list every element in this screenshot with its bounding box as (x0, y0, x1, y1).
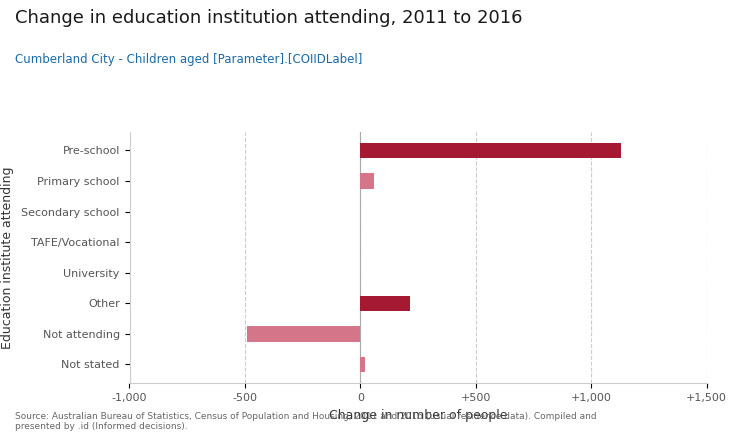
Bar (360, 173, 374, 189)
Text: Cumberland City - Children aged [Parameter].[COIIDLabel]: Cumberland City - Children aged [Paramet… (15, 53, 362, 66)
Text: Source: Australian Bureau of Statistics, Census of Population and Housing, 2011 : Source: Australian Bureau of Statistics,… (15, 412, 596, 431)
Bar (247, 326, 360, 341)
Text: Change in education institution attending, 2011 to 2016: Change in education institution attendin… (15, 9, 522, 27)
Bar (360, 143, 622, 158)
X-axis label: Change in number of people: Change in number of people (329, 410, 508, 422)
Y-axis label: Education institute attending: Education institute attending (1, 166, 15, 348)
Bar (360, 357, 365, 372)
Bar (360, 296, 410, 311)
